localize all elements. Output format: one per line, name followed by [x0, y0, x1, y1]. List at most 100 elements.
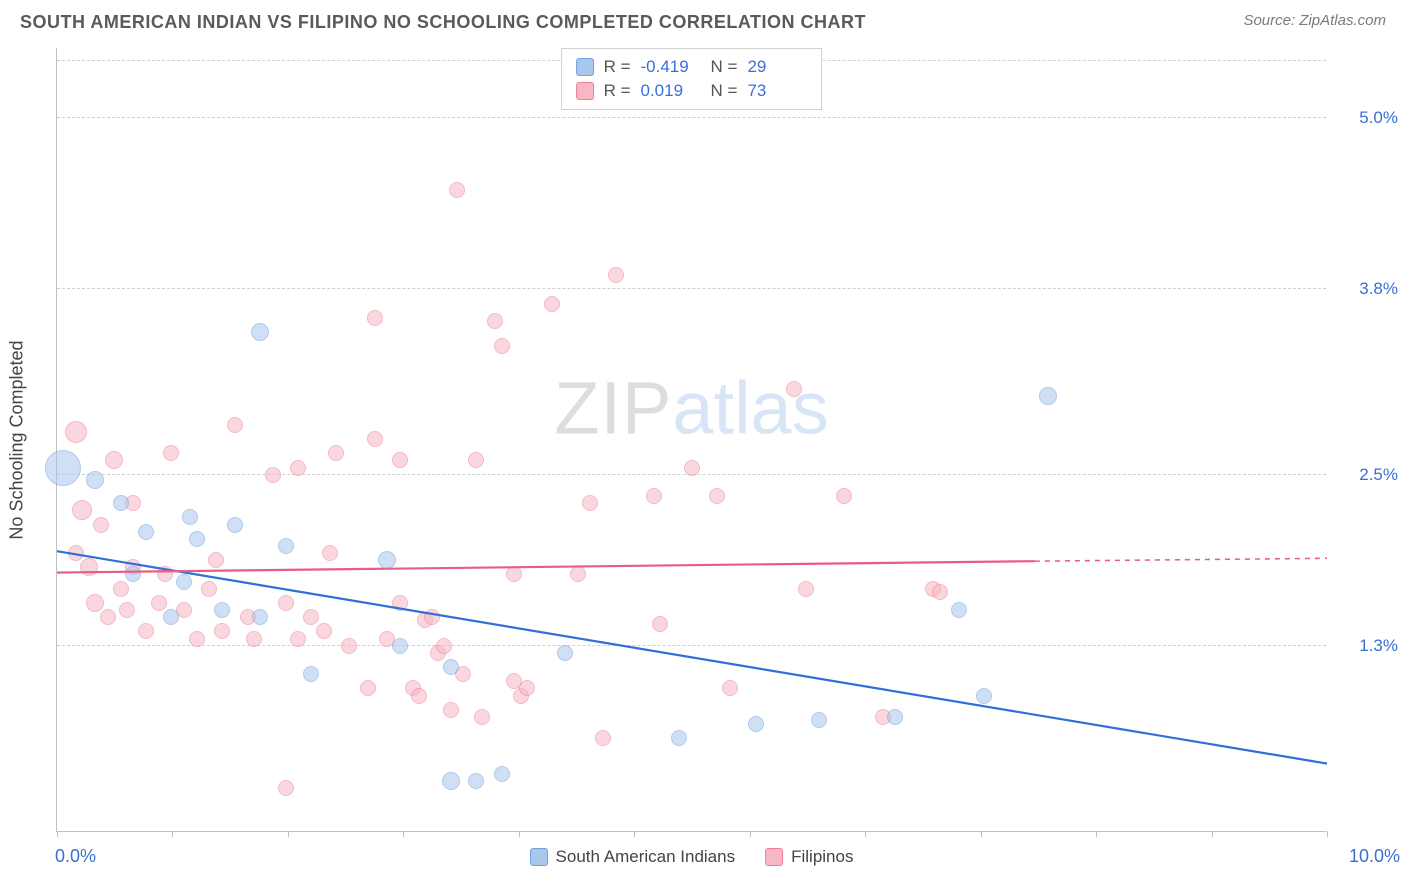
fil-point	[86, 594, 104, 612]
fil-point	[449, 182, 465, 198]
fil-point	[208, 552, 224, 568]
y-tick-label: 1.3%	[1338, 636, 1398, 656]
x-axis-min-label: 0.0%	[55, 846, 96, 867]
fil-point	[709, 488, 725, 504]
x-tick-mark	[634, 831, 635, 837]
fil-point	[201, 581, 217, 597]
fil-point	[506, 566, 522, 582]
fil-point	[646, 488, 662, 504]
gridline	[57, 288, 1326, 289]
sai-swatch	[530, 848, 548, 866]
y-tick-label: 5.0%	[1338, 108, 1398, 128]
fil-point	[151, 595, 167, 611]
fil-point	[316, 623, 332, 639]
x-tick-mark	[57, 831, 58, 837]
sai-n-value: 29	[747, 57, 807, 77]
sai-point	[468, 773, 484, 789]
sai-point	[443, 659, 459, 675]
fil-swatch	[576, 82, 594, 100]
fil-point	[72, 500, 92, 520]
sai-point	[557, 645, 573, 661]
fil-point	[214, 623, 230, 639]
fil-point	[189, 631, 205, 647]
x-tick-mark	[1096, 831, 1097, 837]
fil-point	[227, 417, 243, 433]
sai-point	[976, 688, 992, 704]
stats-legend: R =-0.419N =29R =0.019N =73	[561, 48, 823, 110]
sai-point	[138, 524, 154, 540]
fil-r-value: 0.019	[641, 81, 701, 101]
fil-point	[93, 517, 109, 533]
sai-point	[887, 709, 903, 725]
fil-point	[360, 680, 376, 696]
fil-point	[341, 638, 357, 654]
fil-point	[367, 431, 383, 447]
x-tick-mark	[981, 831, 982, 837]
fil-point	[246, 631, 262, 647]
x-tick-mark	[750, 831, 751, 837]
fil-point	[290, 460, 306, 476]
sai-point	[251, 323, 269, 341]
x-tick-mark	[172, 831, 173, 837]
fil-point	[80, 558, 98, 576]
stats-legend-row-sai: R =-0.419N =29	[576, 55, 808, 79]
fil-point	[436, 638, 452, 654]
fil-point	[684, 460, 700, 476]
sai-point	[811, 712, 827, 728]
fil-legend-label: Filipinos	[791, 847, 853, 867]
fil-point	[278, 595, 294, 611]
n-label: N =	[711, 81, 738, 101]
fil-point	[932, 584, 948, 600]
sai-point	[45, 450, 81, 486]
sai-point	[278, 538, 294, 554]
fil-point	[265, 467, 281, 483]
sai-point	[378, 551, 396, 569]
fil-point	[328, 445, 344, 461]
fil-point	[113, 581, 129, 597]
legend-item-sai: South American Indians	[530, 847, 736, 867]
n-label: N =	[711, 57, 738, 77]
x-tick-mark	[1327, 831, 1328, 837]
fil-point	[303, 609, 319, 625]
x-tick-mark	[288, 831, 289, 837]
sai-point	[748, 716, 764, 732]
sai-point	[227, 517, 243, 533]
sai-point	[494, 766, 510, 782]
sai-swatch	[576, 58, 594, 76]
x-tick-mark	[519, 831, 520, 837]
gridline	[57, 645, 1326, 646]
gridline	[57, 117, 1326, 118]
fil-point	[100, 609, 116, 625]
fil-point	[786, 381, 802, 397]
fil-point	[322, 545, 338, 561]
fil-point	[157, 566, 173, 582]
fil-point	[392, 452, 408, 468]
fil-point	[138, 623, 154, 639]
fil-point	[474, 709, 490, 725]
fil-point	[443, 702, 459, 718]
x-tick-mark	[865, 831, 866, 837]
fil-point	[278, 780, 294, 796]
fil-point	[65, 421, 87, 443]
sai-point	[113, 495, 129, 511]
fil-n-value: 73	[747, 81, 807, 101]
sai-point	[1039, 387, 1057, 405]
chart-title: SOUTH AMERICAN INDIAN VS FILIPINO NO SCH…	[20, 12, 866, 33]
sai-legend-label: South American Indians	[556, 847, 736, 867]
fil-point	[367, 310, 383, 326]
sai-point	[951, 602, 967, 618]
source-attribution: Source: ZipAtlas.com	[1243, 12, 1386, 29]
sai-point	[671, 730, 687, 746]
r-label: R =	[604, 81, 631, 101]
fil-point	[595, 730, 611, 746]
sai-point	[252, 609, 268, 625]
fil-point	[290, 631, 306, 647]
fil-point	[722, 680, 738, 696]
x-tick-mark	[1212, 831, 1213, 837]
fil-point	[411, 688, 427, 704]
sai-point	[125, 566, 141, 582]
r-label: R =	[604, 57, 631, 77]
sai-point	[214, 602, 230, 618]
fil-swatch	[765, 848, 783, 866]
fil-point	[570, 566, 586, 582]
